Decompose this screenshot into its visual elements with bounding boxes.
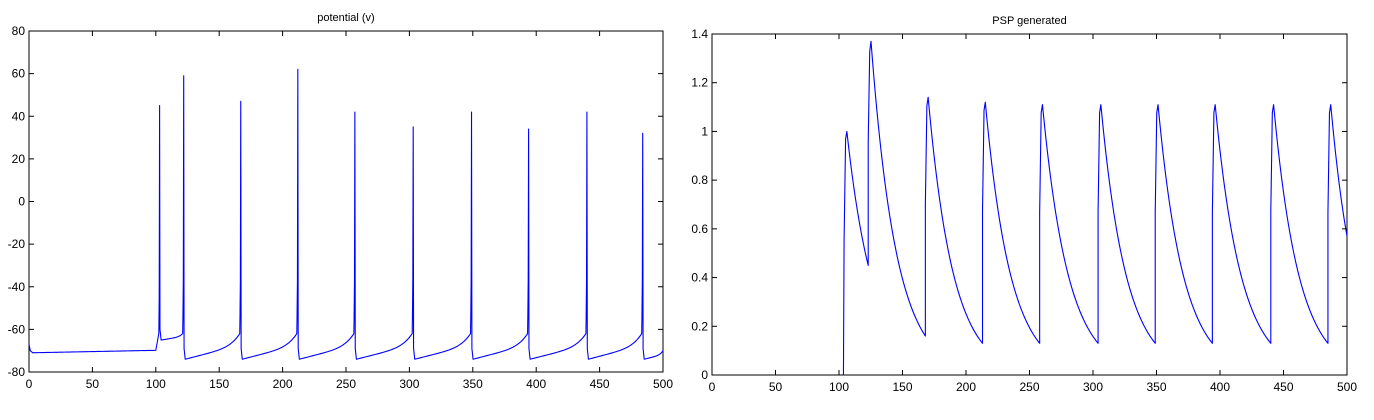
y-tick-label: 0.4 — [691, 271, 708, 285]
y-tick-label: 1 — [701, 124, 708, 138]
x-tick-label: 350 — [1146, 380, 1166, 394]
y-tick-label: 0.6 — [691, 222, 708, 236]
y-tick-label: 0.2 — [691, 319, 708, 333]
x-tick-label: 400 — [526, 377, 546, 391]
x-tick-label: 0 — [709, 380, 716, 394]
x-tick-label: 250 — [336, 377, 356, 391]
y-tick-label: -60 — [8, 322, 26, 336]
x-tick-label: 0 — [26, 377, 33, 391]
y-tick-label: 0 — [18, 195, 25, 209]
potential-series-line — [28, 68, 664, 360]
x-tick-label: 250 — [1019, 380, 1039, 394]
axis-ticks: 0 50 100 150 200 250 300 350 400 450 500-80-60-40-… — [8, 24, 674, 391]
y-tick-label: 20 — [12, 152, 26, 166]
x-tick-label: 300 — [1083, 380, 1103, 394]
plot-frame — [28, 30, 664, 373]
x-tick-label: 50 — [86, 377, 100, 391]
psp-series-line — [842, 40, 1348, 376]
x-tick-label: 200 — [273, 377, 293, 391]
x-tick-label: 500 — [653, 377, 673, 391]
y-tick-label: 0.8 — [691, 173, 708, 187]
y-tick-label: 1.2 — [691, 76, 708, 90]
x-tick-label: 450 — [590, 377, 610, 391]
y-tick-label: 80 — [12, 24, 26, 38]
x-tick-label: 150 — [892, 380, 912, 394]
x-tick-label: 100 — [829, 380, 849, 394]
y-tick-label: 60 — [12, 67, 26, 81]
x-tick-label: 50 — [769, 380, 783, 394]
y-tick-label: -40 — [8, 280, 26, 294]
y-tick-label: -80 — [8, 365, 26, 379]
x-tick-label: 500 — [1337, 380, 1357, 394]
x-tick-label: 200 — [956, 380, 976, 394]
plot-frame — [711, 33, 1348, 376]
axis-ticks: 0 50 100 150 200 250 300 350 400 450 500 0 0.2 0.4 0.6… — [691, 27, 1357, 394]
y-tick-label: 1.4 — [691, 27, 708, 41]
x-tick-label: 400 — [1210, 380, 1230, 394]
potential-chart: potential (v) 0 50 100 150 200 250 300 350 400 45… — [8, 12, 674, 391]
x-tick-label: 100 — [146, 377, 166, 391]
y-tick-label: -20 — [8, 237, 26, 251]
y-tick-label: 40 — [12, 109, 26, 123]
chart-title: potential (v) — [317, 12, 374, 24]
chart-title: PSP generated — [992, 15, 1066, 27]
x-tick-label: 150 — [209, 377, 229, 391]
psp-chart: PSP generated 0 50 100 150 200 250 300 350 400 45… — [691, 15, 1357, 394]
x-tick-label: 350 — [463, 377, 483, 391]
y-tick-label: 0 — [701, 368, 708, 382]
x-tick-label: 450 — [1273, 380, 1293, 394]
x-tick-label: 300 — [399, 377, 419, 391]
